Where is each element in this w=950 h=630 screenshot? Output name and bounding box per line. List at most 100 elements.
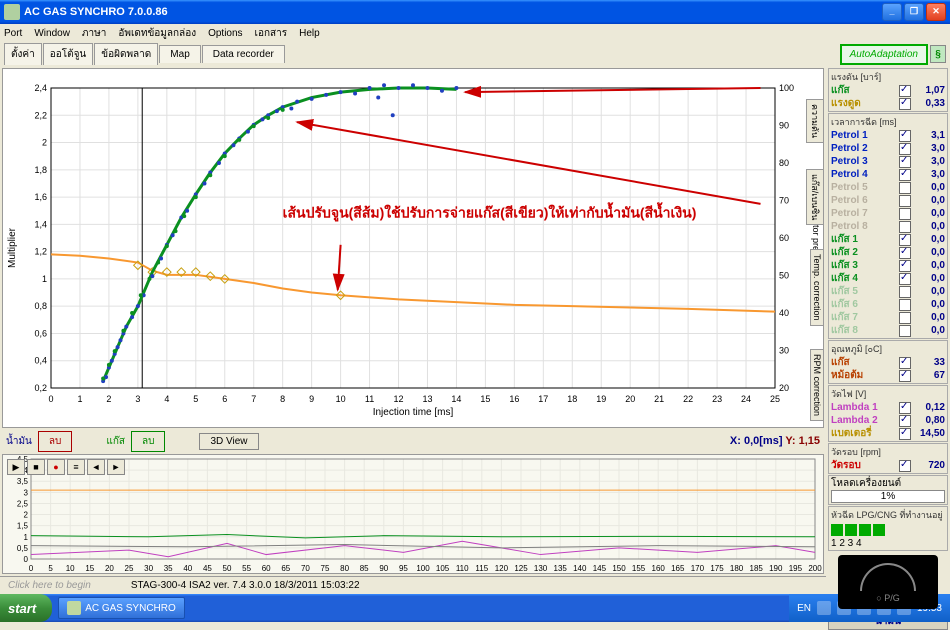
checkbox[interactable] (899, 460, 911, 472)
svg-text:45: 45 (203, 564, 212, 573)
svg-text:2,4: 2,4 (34, 83, 47, 93)
svg-text:0,6: 0,6 (34, 328, 47, 338)
gas-label: แก๊ส (106, 434, 125, 449)
tab-map[interactable]: Map (159, 45, 200, 63)
checkbox[interactable] (899, 357, 911, 369)
svg-text:1,4: 1,4 (34, 219, 47, 229)
fuel-gauge: ○ P/G (838, 555, 938, 609)
prev-button[interactable]: ◄ (87, 459, 105, 475)
checkbox[interactable] (899, 208, 911, 220)
menu-update[interactable]: อัพเดทข้อมูลกล่อง (118, 26, 196, 41)
menu-docs[interactable]: เอกสาร (255, 26, 288, 41)
tab-autotune[interactable]: ออโต้จูน (43, 43, 94, 65)
checkbox[interactable] (899, 286, 911, 298)
svg-text:65: 65 (281, 564, 290, 573)
menubar: Port Window ภาษา อัพเดทข้อมูลกล่อง Optio… (0, 24, 950, 42)
delete-gas-button[interactable]: ลบ (131, 431, 165, 452)
checkbox[interactable] (899, 85, 911, 97)
svg-text:130: 130 (534, 564, 548, 573)
checkbox[interactable] (899, 130, 911, 142)
lang-indicator[interactable]: EN (797, 603, 811, 614)
status-hint: Click here to begin (8, 580, 91, 591)
checkbox[interactable] (899, 370, 911, 382)
svg-text:165: 165 (671, 564, 685, 573)
stop-button[interactable]: ■ (27, 459, 45, 475)
checkbox[interactable] (899, 260, 911, 272)
svg-text:23: 23 (712, 394, 722, 404)
menu-language[interactable]: ภาษา (82, 26, 106, 41)
tray-icon[interactable] (817, 601, 831, 615)
checkbox[interactable] (899, 182, 911, 194)
svg-text:85: 85 (360, 564, 369, 573)
checkbox[interactable] (899, 428, 911, 440)
svg-text:3: 3 (135, 394, 140, 404)
svg-text:30: 30 (144, 564, 153, 573)
checkbox[interactable] (899, 156, 911, 168)
next-button[interactable]: ► (107, 459, 125, 475)
view-3d-button[interactable]: 3D View (199, 433, 258, 450)
svg-text:16: 16 (509, 394, 519, 404)
right-panel: แรงดัน [บาร์]แก๊ส1,07แรงดูด0,33เวลาการฉี… (826, 66, 950, 594)
checkbox[interactable] (899, 143, 911, 155)
checkbox[interactable] (899, 299, 911, 311)
checkbox[interactable] (899, 312, 911, 324)
delete-fuel-button[interactable]: ลบ (38, 431, 72, 452)
app-icon (4, 4, 20, 20)
statusbar: Click here to begin STAG-300-4 ISA2 ver.… (0, 576, 826, 594)
play-button[interactable]: ▶ (7, 459, 25, 475)
taskbar: start AC GAS SYNCHRO EN 19:53 (0, 594, 950, 622)
svg-text:125: 125 (514, 564, 528, 573)
svg-text:17: 17 (538, 394, 548, 404)
param-row: หม้อต้ม67 (831, 369, 945, 382)
vtab-gas-petrol[interactable]: แก๊ส/เบนซิน (806, 169, 824, 225)
menu-help[interactable]: Help (299, 28, 320, 39)
rewind-button[interactable]: ≡ (67, 459, 85, 475)
svg-text:25: 25 (770, 394, 780, 404)
tab-errors[interactable]: ข้อผิดพลาด (94, 43, 158, 65)
svg-text:2,2: 2,2 (34, 110, 47, 120)
svg-text:0,5: 0,5 (17, 544, 29, 553)
tab-recorder[interactable]: Data recorder (202, 45, 285, 63)
checkbox[interactable] (899, 221, 911, 233)
checkbox[interactable] (899, 415, 911, 427)
start-button[interactable]: start (0, 594, 52, 622)
svg-text:140: 140 (573, 564, 587, 573)
param-row: แก๊ส 80,0 (831, 324, 945, 337)
fuel-label: น้ำมัน (6, 434, 32, 449)
svg-text:0: 0 (48, 394, 53, 404)
svg-text:1: 1 (42, 274, 47, 284)
vtab-temp[interactable]: Temp. correction (810, 249, 824, 326)
tab-setup[interactable]: ตั้งค่า (4, 43, 42, 65)
menu-options[interactable]: Options (208, 28, 242, 39)
adapt-icon[interactable]: § (930, 45, 946, 63)
checkbox[interactable] (899, 195, 911, 207)
param-row: Petrol 33,0 (831, 155, 945, 168)
svg-text:185: 185 (750, 564, 764, 573)
autoadaptation-button[interactable]: AutoAdaptation (840, 44, 928, 65)
svg-text:200: 200 (808, 564, 822, 573)
maximize-button[interactable]: ❐ (904, 3, 924, 21)
task-item[interactable]: AC GAS SYNCHRO (58, 597, 185, 619)
svg-text:18: 18 (567, 394, 577, 404)
checkbox[interactable] (899, 273, 911, 285)
menu-window[interactable]: Window (34, 28, 70, 39)
checkbox[interactable] (899, 169, 911, 181)
checkbox[interactable] (899, 234, 911, 246)
param-row: Petrol 60,0 (831, 194, 945, 207)
svg-text:5: 5 (193, 394, 198, 404)
param-row: แบตเตอรี่14,50 (831, 427, 945, 440)
vtab-rpm[interactable]: RPM correction (810, 349, 824, 421)
svg-text:0,2: 0,2 (34, 383, 47, 393)
status-model: STAG-300-4 ISA2 ver. 7.4 3.0.0 18/3/2011… (131, 580, 360, 591)
minimize-button[interactable]: _ (882, 3, 902, 21)
vtab-pressure[interactable]: ความดัน (806, 99, 824, 143)
close-button[interactable]: ✕ (926, 3, 946, 21)
svg-text:175: 175 (710, 564, 724, 573)
checkbox[interactable] (899, 98, 911, 110)
checkbox[interactable] (899, 325, 911, 337)
checkbox[interactable] (899, 402, 911, 414)
menu-port[interactable]: Port (4, 28, 22, 39)
checkbox[interactable] (899, 247, 911, 259)
record-button[interactable]: ● (47, 459, 65, 475)
strip-toolbar: ▶ ■ ● ≡ ◄ ► (5, 457, 127, 477)
